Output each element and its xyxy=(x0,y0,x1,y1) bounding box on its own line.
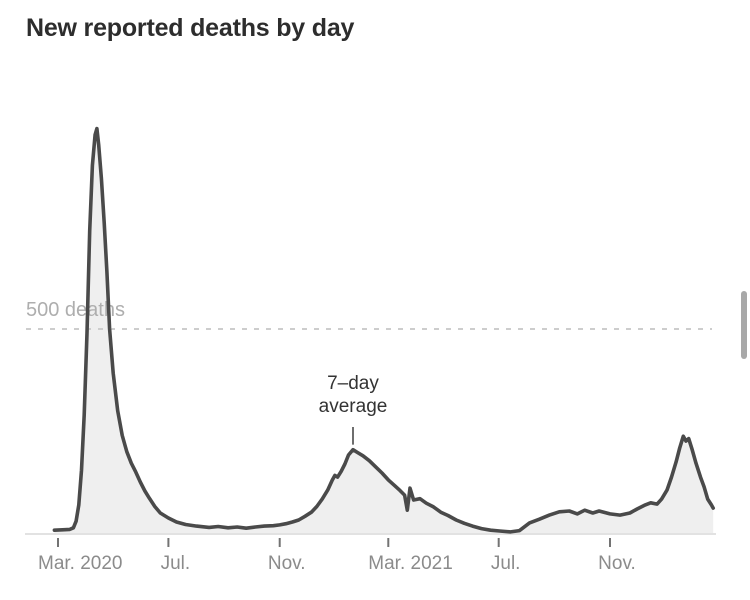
chart-title: New reported deaths by day xyxy=(26,14,355,42)
x-tick-label: Jul. xyxy=(490,553,521,574)
annotation-line-1: 7–day xyxy=(327,373,379,394)
trend-line xyxy=(52,126,715,534)
x-tick-label: Mar. 2021 xyxy=(368,553,453,574)
annotation-line-2: average xyxy=(318,396,388,417)
x-tick-label: Jul. xyxy=(160,553,191,574)
x-tick-label: Nov. xyxy=(267,553,306,574)
scrollbar-thumb[interactable] xyxy=(741,291,747,359)
area-fill xyxy=(54,128,714,534)
series-annotation: 7–day average xyxy=(319,372,388,418)
y-reference-label: 500 deaths xyxy=(26,299,125,321)
x-tick-label: Mar. 2020 xyxy=(38,553,123,574)
x-axis-tick-marks xyxy=(57,538,611,547)
x-tick-label: Nov. xyxy=(598,553,636,574)
